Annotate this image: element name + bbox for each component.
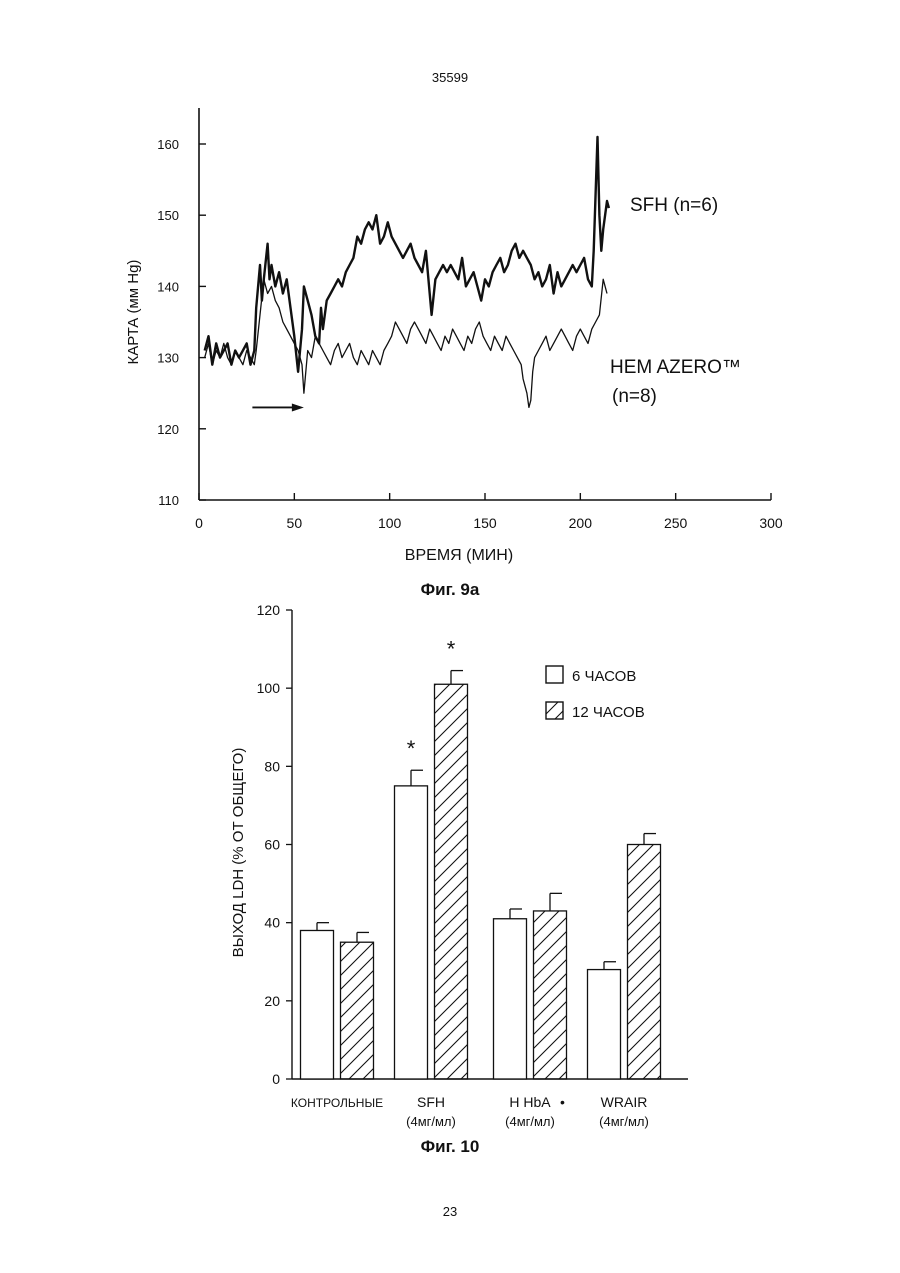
- y-tick-label: 120: [157, 422, 179, 437]
- y-tick-label: 130: [157, 351, 179, 366]
- arrow-annotation: [252, 403, 303, 411]
- y-tick-label: 140: [157, 279, 179, 294]
- category-label: H HbA: [509, 1094, 551, 1110]
- series-label-hemazero-n: (n=8): [612, 386, 657, 407]
- bar-6h: [494, 919, 527, 1079]
- series-line-1: [205, 137, 609, 372]
- line-chart-fig9a: 0 50 100 150 200 250 300 110 120 130 140 150 160 SF…: [125, 108, 783, 564]
- y-tick-label: 80: [264, 758, 280, 774]
- y-tick-label: 40: [264, 915, 280, 931]
- legend-label: 6 ЧАСОВ: [572, 668, 636, 685]
- figure-10-caption: Фиг. 10: [0, 1137, 900, 1157]
- y-tick-label: 0: [272, 1071, 280, 1087]
- category-sublabel: (4мг/мл): [505, 1114, 555, 1129]
- figure-9a-caption: Фиг. 9а: [0, 580, 900, 600]
- y-axis-ticks: 0 20 40 60 80 100 120: [257, 602, 292, 1087]
- series-line-2: [205, 279, 607, 407]
- line-series-group: [205, 137, 609, 408]
- bar-12h: [435, 684, 468, 1079]
- y-tick-label: 60: [264, 837, 280, 853]
- legend: 6 ЧАСОВ 12 ЧАСОВ: [546, 666, 645, 721]
- category-sublabel: (4мг/мл): [599, 1114, 649, 1129]
- x-axis-label: ВРЕМЯ (МИН): [405, 547, 513, 564]
- category-label: SFH: [417, 1094, 445, 1110]
- y-tick-label: 150: [157, 208, 179, 223]
- y-tick-label: 20: [264, 993, 280, 1009]
- legend-label: 12 ЧАСОВ: [572, 704, 645, 721]
- x-tick-label: 50: [287, 515, 303, 531]
- legend-swatch: [546, 666, 563, 683]
- category-label: WRAIR: [601, 1094, 648, 1110]
- category-sublabel: (4мг/мл): [406, 1114, 456, 1129]
- bar-6h: [395, 786, 428, 1079]
- significance-mark: *: [447, 637, 456, 662]
- x-tick-label: 0: [195, 515, 203, 531]
- series-label-sfh: SFH (n=6): [630, 195, 718, 216]
- arrow-head: [292, 403, 304, 411]
- x-tick-label: 200: [569, 515, 593, 531]
- y-tick-label: 110: [158, 493, 179, 508]
- bar-12h: [534, 911, 567, 1079]
- x-axis-ticks: 0 50 100 150 200 250 300: [195, 493, 783, 531]
- bar-6h: [301, 930, 334, 1079]
- page-number-footer: 23: [0, 1204, 900, 1219]
- y-tick-label: 100: [257, 680, 281, 696]
- x-tick-label: 100: [378, 515, 402, 531]
- bars-group: **: [301, 637, 661, 1079]
- y-tick-label: 120: [257, 602, 281, 618]
- category-mark: •: [560, 1094, 565, 1110]
- bar-12h: [628, 845, 661, 1080]
- legend-swatch: [546, 702, 563, 719]
- figure-canvas: 050100150200250300 110120130140150160 SF…: [0, 0, 900, 1273]
- series-labels: SFH (n=6) HEM AZERO™ (n=8): [610, 195, 741, 407]
- bar-chart-fig10: 020406080100120 ** КОНТРОЛЬНЫЕSFH(4мг/мл…: [230, 602, 688, 1129]
- x-tick-label: 300: [759, 515, 783, 531]
- category-labels: КОНТРОЛЬНЫЕ SFH (4мг/мл) H HbA • (4мг/мл) WRAI…: [291, 1094, 649, 1129]
- series-label-hemazero: HEM AZERO™: [610, 357, 741, 378]
- significance-mark: *: [407, 736, 416, 761]
- y-axis-label: ВЫХОД LDH (% ОТ ОБЩЕГО): [230, 748, 247, 958]
- x-tick-label: 250: [664, 515, 688, 531]
- x-tick-label: 150: [473, 515, 497, 531]
- bar-6h: [588, 970, 621, 1079]
- category-label: КОНТРОЛЬНЫЕ: [291, 1096, 383, 1110]
- bar-12h: [341, 942, 374, 1079]
- y-tick-label: 160: [157, 137, 179, 152]
- y-axis-label: КАРТА (мм Hg): [125, 260, 142, 365]
